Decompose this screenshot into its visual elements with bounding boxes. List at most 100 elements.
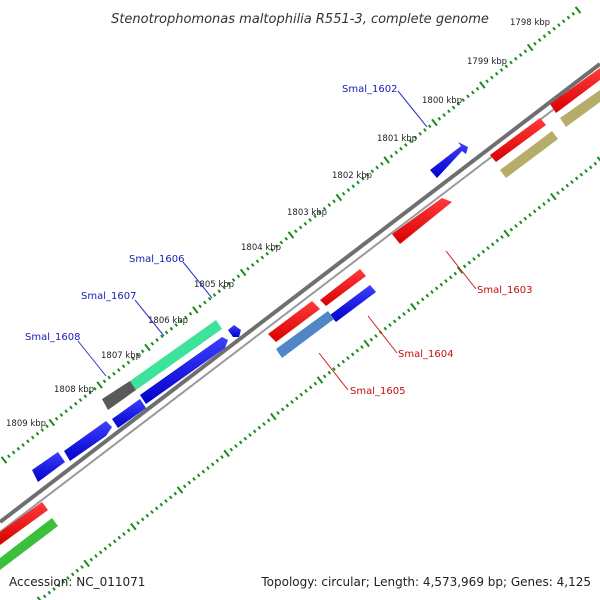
inner-tick-110	[550, 192, 557, 201]
outer-tick-104	[499, 68, 504, 72]
outer-tick-26	[126, 360, 131, 365]
outer-tick-77	[370, 169, 375, 174]
inner-tick-91	[462, 264, 467, 269]
outer-tick-110	[526, 43, 534, 52]
inner-tick-114	[570, 180, 574, 184]
label-smal-1602: Smal_1602	[342, 84, 397, 95]
inner-tick-48	[262, 422, 266, 426]
tick-label-1808: 1808 kbp	[54, 385, 94, 395]
gene-smal-1606[interactable]	[228, 325, 241, 337]
inner-tick-113	[565, 183, 570, 188]
inner-tick-90	[456, 266, 464, 274]
gene-forward-long[interactable]	[140, 337, 228, 404]
inner-tick-18	[122, 532, 126, 536]
outer-tick-97	[466, 94, 470, 99]
inner-tick-54	[290, 400, 294, 404]
outer-tick-105	[504, 64, 508, 69]
inner-tick-50	[270, 412, 277, 421]
inner-tick-17	[117, 535, 122, 540]
label-smal-1604: Smal_1604	[398, 349, 453, 360]
gene-forward-arrow-1[interactable]	[64, 421, 112, 461]
outer-tick-99	[475, 86, 480, 91]
inner-tick-107	[537, 205, 542, 210]
inner-tick-95	[481, 249, 486, 254]
outer-tick-59	[284, 236, 288, 241]
inner-tick-11	[89, 557, 94, 562]
inner-tick-27	[164, 499, 168, 503]
outer-tick-42	[203, 300, 207, 305]
inner-tick-28	[168, 495, 173, 500]
inner-tick-2	[47, 590, 52, 595]
gene-smal-1604-red[interactable]	[320, 269, 366, 306]
outer-tick-64	[308, 218, 312, 222]
outer-tick-12	[59, 413, 64, 417]
inner-tick-16	[112, 539, 117, 544]
outer-tick-100	[479, 81, 486, 89]
outer-tick-11	[54, 416, 59, 421]
inner-tick-1	[42, 594, 47, 599]
inner-tick-66	[346, 356, 350, 360]
tick-labels: 1798 kbp 1799 kbp 1800 kbp 1801 kbp 1802…	[6, 18, 550, 429]
outer-tick-40	[192, 306, 199, 314]
inner-tick-32	[187, 480, 192, 485]
inner-tick-79	[406, 308, 411, 313]
inner-tick-74	[383, 326, 388, 331]
outer-tick-94	[451, 105, 456, 110]
outer-tick-7	[35, 431, 40, 436]
gene-smal-1608[interactable]	[102, 381, 136, 410]
inner-tick-35	[201, 469, 206, 474]
tick-label-1800: 1800 kbp	[422, 96, 462, 106]
outer-tick-18	[88, 390, 92, 395]
label-smal-1608: Smal_1608	[25, 332, 80, 343]
outer-tick-91	[437, 116, 442, 121]
gene-red-right-1[interactable]	[490, 118, 546, 162]
forward-strand-genes	[32, 68, 600, 482]
inner-tick-38	[215, 458, 220, 463]
inner-tick-78	[402, 312, 406, 316]
gene-red-bottom-left[interactable]	[0, 502, 48, 545]
gene-green-bottom-left[interactable]	[0, 518, 58, 570]
gene-forward-small[interactable]	[112, 399, 146, 428]
inner-tick-115	[574, 176, 579, 181]
gene-khaki-2[interactable]	[560, 90, 600, 127]
outer-tick-115	[552, 26, 556, 31]
outer-tick-78	[375, 165, 379, 170]
inner-tick-120	[596, 156, 600, 162]
inner-tick-63	[332, 367, 336, 371]
gene-khaki-1[interactable]	[500, 131, 558, 178]
inner-tick-86	[439, 282, 444, 287]
label-smal-1603: Smal_1603	[477, 285, 532, 296]
map-title: Stenotrophomonas maltophilia R551-3, com…	[111, 12, 489, 27]
outer-tick-1	[7, 454, 11, 459]
gene-smal-1603[interactable]	[392, 198, 452, 244]
inner-tick-41	[229, 447, 234, 452]
outer-tick-5	[26, 439, 30, 444]
gene-smal-1602[interactable]	[430, 142, 468, 178]
inner-tick-track	[36, 156, 600, 600]
outer-tick-63	[303, 221, 308, 226]
outer-tick-76	[365, 173, 370, 177]
gene-red-left-1604[interactable]	[268, 301, 320, 342]
outer-tick-79	[380, 161, 384, 166]
inner-tick-88	[448, 275, 453, 280]
tick-label-1802: 1802 kbp	[332, 171, 372, 181]
outer-tick-102	[490, 75, 494, 80]
inner-tick-8	[75, 568, 80, 573]
inner-tick-12	[94, 554, 98, 558]
outer-tick-37	[179, 319, 183, 324]
gene-reverse-top-right[interactable]	[550, 68, 600, 113]
leader-smal-1608	[77, 340, 107, 377]
gene-smal-1607[interactable]	[130, 320, 222, 390]
gene-forward-arrow-2[interactable]	[32, 452, 65, 482]
gene-smal-1604-blue[interactable]	[330, 285, 376, 322]
outer-tick-69	[332, 199, 336, 204]
outer-tick-108	[518, 53, 523, 57]
inner-tick-105	[528, 213, 532, 217]
inner-tick-59	[313, 381, 318, 386]
inner-tick-99	[500, 235, 504, 239]
gene-smal-1605[interactable]	[276, 311, 334, 358]
label-leaders	[77, 90, 477, 391]
outer-tick-17	[83, 394, 88, 399]
outer-tick-120	[574, 6, 582, 14]
